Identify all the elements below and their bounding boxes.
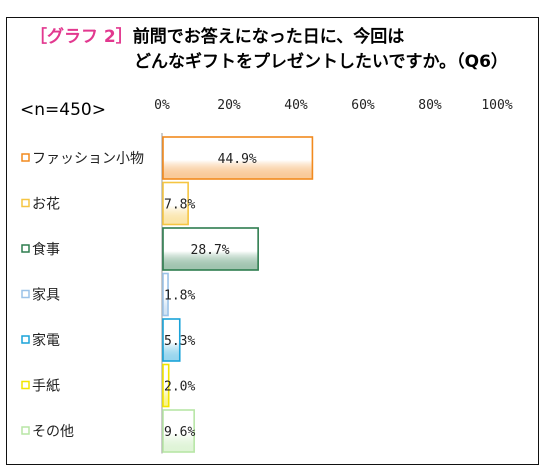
- category-label: その他: [32, 424, 74, 440]
- category-marker-icon: [21, 198, 30, 208]
- category-label: ファッション小物: [32, 151, 144, 167]
- category-label: 食事: [32, 241, 60, 258]
- category-marker-icon: [21, 244, 30, 253]
- sample-size-label: <n=450>: [20, 100, 106, 120]
- bar: [162, 181, 189, 226]
- category-marker-icon: [21, 426, 30, 435]
- chart-title-line1: 前問でお答えになった日に、今回は: [132, 27, 405, 47]
- chart-title: ［グラフ 2］前問でお答えになった日に、今回は どんなギフトをプレゼントしたいで…: [30, 25, 530, 75]
- bar-series: ファッション小物 44.9% お花 7.8% 食事 28.7% 家具 1.8% 家電 5.3% 手紙…: [21, 136, 314, 453]
- category-label: お花: [32, 197, 60, 213]
- category-marker-icon: [21, 289, 30, 299]
- bar-value-label: 2.0%: [164, 380, 195, 395]
- x-tick-label: 20%: [217, 98, 241, 113]
- category-marker-icon: [21, 335, 30, 344]
- bar: [162, 272, 169, 317]
- category-label: 手紙: [32, 379, 60, 395]
- chart-title-line2: どんなギフトをプレゼントしたいですか。（Q6）: [134, 52, 508, 72]
- x-tick-label: 100%: [481, 98, 512, 113]
- category-marker-icon: [21, 380, 30, 390]
- category-marker-icon: [21, 153, 30, 162]
- bar: [162, 318, 181, 362]
- bar-value-label: 5.3%: [164, 334, 195, 349]
- bar-value-label: 44.9%: [218, 152, 257, 167]
- bar: [162, 227, 259, 271]
- category-label: 家電: [32, 332, 60, 349]
- bar-value-label: 1.8%: [164, 289, 195, 304]
- x-tick-label: 80%: [418, 98, 442, 113]
- bar: [162, 136, 314, 180]
- x-tick-label: 0%: [154, 98, 170, 113]
- bar: [162, 409, 195, 453]
- chart-title-tag: ［グラフ 2］: [30, 27, 133, 47]
- bar-value-label: 9.6%: [164, 425, 195, 440]
- category-label: 家具: [32, 287, 60, 304]
- bar-value-label: 7.8%: [164, 198, 195, 213]
- x-tick-label: 40%: [284, 98, 308, 113]
- bar-value-label: 28.7%: [191, 243, 230, 258]
- chart-frame: [6, 17, 539, 465]
- bar: [162, 363, 170, 408]
- x-tick-label: 60%: [351, 98, 375, 113]
- x-axis-ticks: 0% 20% 40% 60% 80% 100%: [154, 98, 513, 454]
